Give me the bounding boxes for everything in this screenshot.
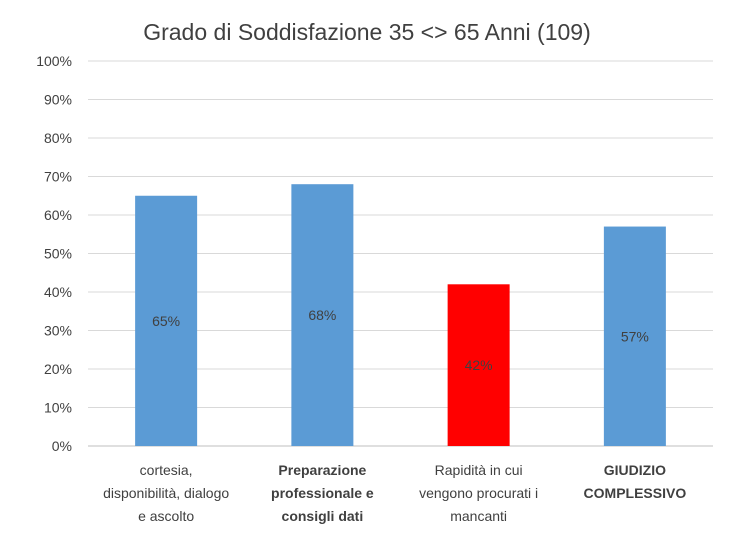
y-tick-label: 10% xyxy=(44,400,72,416)
y-tick-label: 40% xyxy=(44,284,72,300)
data-label: 68% xyxy=(308,307,336,323)
bar xyxy=(447,284,510,446)
bars xyxy=(135,184,666,446)
bar xyxy=(291,184,354,446)
y-tick-label: 60% xyxy=(44,207,72,223)
data-label: 42% xyxy=(465,357,493,373)
chart-title: Grado di Soddisfazione 35 <> 65 Anni (10… xyxy=(143,19,591,45)
y-tick-label: 80% xyxy=(44,130,72,146)
bar xyxy=(603,226,666,446)
category-label: Preparazione professionale e consigli dati xyxy=(271,462,374,524)
data-label: 57% xyxy=(621,328,649,344)
data-label: 65% xyxy=(152,313,180,329)
data-labels: 65% 68% 42% 57% xyxy=(152,307,649,373)
y-tick-label: 0% xyxy=(52,438,72,454)
y-axis-tick-labels: 0% 10% 20% 30% 40% 50% 60% 70% 80% 90% 100% xyxy=(36,53,72,454)
y-tick-label: 20% xyxy=(44,361,72,377)
category-label: cortesia, disponibilità, dialogo e ascolto xyxy=(103,462,229,524)
y-tick-label: 50% xyxy=(44,246,72,262)
category-label: GIUDIZIO COMPLESSIVO xyxy=(584,462,687,501)
y-tick-label: 30% xyxy=(44,323,72,339)
bar xyxy=(135,195,198,446)
y-tick-label: 90% xyxy=(44,92,72,108)
category-label: Rapidità in cui vengono procurati i mancan… xyxy=(419,462,538,524)
y-tick-label: 100% xyxy=(36,53,72,69)
x-axis-category-labels: cortesia, disponibilità, dialogo e ascolto… xyxy=(103,462,686,524)
y-tick-label: 70% xyxy=(44,169,72,185)
